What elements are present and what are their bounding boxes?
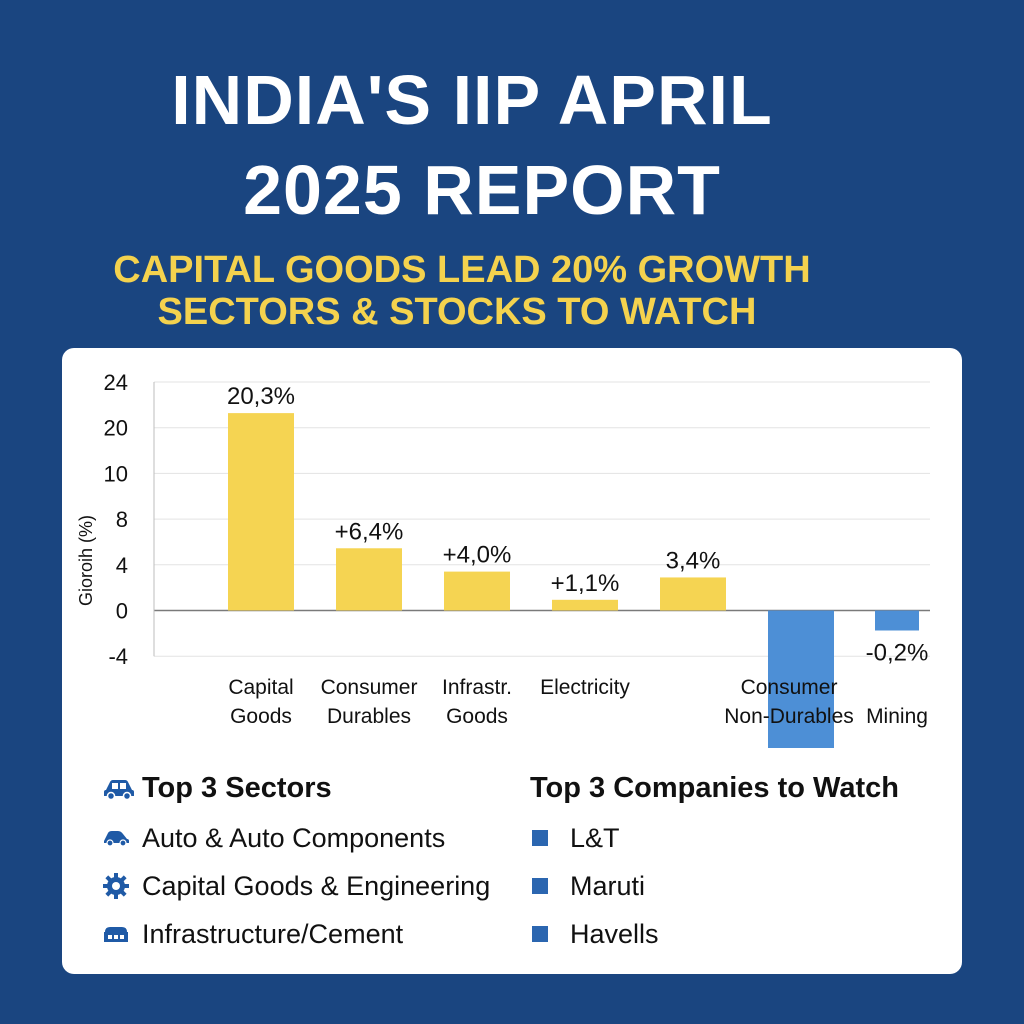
page-title-line2: 2025 REPORT (243, 151, 721, 229)
y-tick-label: 10 (104, 461, 128, 486)
subtitle-line2: SECTORS & STOCKS TO WATCH (157, 291, 757, 333)
top-companies-heading: Top 3 Companies to Watch (530, 771, 899, 804)
page-title-line1: INDIA'S IIP APRIL (171, 61, 773, 139)
data-label: +4,0% (443, 542, 512, 569)
bar (444, 571, 510, 611)
data-label: +6,4% (335, 518, 404, 545)
category-label: Consumer (321, 676, 418, 699)
company-label: Havells (570, 918, 659, 949)
category-label: Consumer (741, 676, 838, 699)
sector-item: Infrastructure/Cement (102, 910, 490, 958)
square-bullet-icon (530, 830, 570, 846)
bar (552, 599, 618, 611)
building-icon (102, 923, 142, 945)
category-label: Durables (327, 705, 411, 728)
category-label: Mining (866, 705, 928, 728)
bar (768, 610, 834, 748)
category-label: Capital (228, 676, 293, 699)
sector-label: Auto & Auto Components (142, 822, 446, 853)
sector-label: Capital Goods & Engineering (142, 870, 491, 901)
company-label: Maruti (570, 870, 646, 901)
category-label: Electricity (540, 676, 630, 699)
category-label: Non-Durables (724, 705, 854, 728)
company-label: L&T (570, 822, 620, 853)
sector-item: Auto & Auto Components (102, 814, 490, 862)
top-companies-section: Top 3 Companies to Watch L&T Maruti Have… (530, 766, 899, 958)
company-item: L&T (530, 814, 899, 862)
gear-icon (102, 872, 142, 900)
data-label: +1,1% (551, 570, 620, 597)
square-bullet-icon (530, 926, 570, 942)
data-label: -0,2% (866, 640, 929, 667)
sector-label: Infrastructure/Cement (142, 918, 404, 949)
y-tick-label: 4 (116, 553, 128, 578)
subtitle-line1: CAPITAL GOODS LEAD 20% GROWTH (113, 249, 811, 291)
top-sectors-section: Top 3 Sectors Auto & Auto Components (102, 766, 490, 958)
top-sectors-heading-text: Top 3 Sectors (142, 771, 332, 804)
car-side-icon (102, 829, 142, 847)
y-tick-label: 24 (104, 370, 128, 395)
sector-item: Capital Goods & Engineering (102, 862, 490, 910)
company-item: Maruti (530, 862, 899, 910)
data-label: 3,4% (666, 547, 721, 574)
car-icon (102, 776, 142, 800)
y-tick-label: 0 (116, 599, 128, 624)
category-label: Goods (230, 705, 292, 728)
y-tick-label: 8 (116, 507, 128, 532)
y-tick-label: 20 (104, 416, 128, 441)
category-label: Goods (446, 705, 508, 728)
top-sectors-heading: Top 3 Sectors (102, 766, 490, 810)
bar (660, 577, 726, 611)
company-item: Havells (530, 910, 899, 958)
bar-chart: 24 20 10 8 4 0 -4 Gioroih (%) 20,3% Capital Goods +… (76, 370, 930, 748)
bar (228, 413, 294, 611)
y-axis-label: Gioroih (%) (76, 515, 96, 606)
bar (336, 548, 402, 611)
content-card: 24 20 10 8 4 0 -4 Gioroih (%) 20,3% Capital Goods +… (62, 348, 962, 974)
category-label: Infrastr. (442, 676, 512, 699)
y-tick-label: -4 (108, 644, 128, 669)
data-label: 20,3% (227, 383, 295, 410)
square-bullet-icon (530, 878, 570, 894)
bar (875, 610, 919, 631)
